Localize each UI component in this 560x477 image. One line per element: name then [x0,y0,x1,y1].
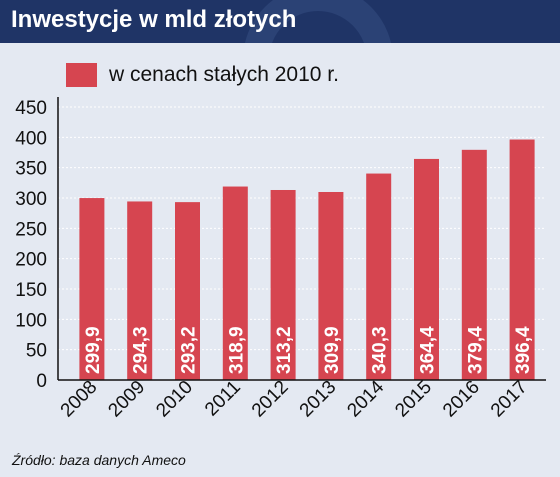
y-tick-label: 350 [15,159,47,180]
legend: w cenach stałych 2010 r. [66,62,339,88]
x-tick-label: 2008 [57,377,102,422]
x-tick-label: 2009 [104,377,149,422]
x-tick-label: 2016 [439,377,484,422]
bar-value-label: 364,4 [418,326,439,374]
x-tick-label: 2011 [201,377,245,421]
y-tick-label: 0 [36,371,47,392]
x-tick-label: 2013 [296,377,341,422]
y-tick-label: 400 [15,128,47,149]
x-tick-label: 2012 [248,377,293,422]
y-tick-label: 100 [15,310,47,331]
y-tick-label: 250 [15,219,47,240]
bar-value-label: 313,2 [274,326,295,374]
bars: 299,9 294,3 293,2 318,9 313,2 309,9 340,3 364,4… [79,139,535,380]
bar [79,198,105,380]
bar [175,202,200,380]
bar [222,186,248,380]
bar-value-label: 293,2 [179,326,200,374]
legend-label: w cenach stałych 2010 r. [109,63,339,86]
bar [509,139,535,380]
bar [414,158,439,380]
legend-swatch [66,63,97,87]
y-tick-label: 450 [15,98,47,119]
bar-value-label: 299,9 [83,326,104,374]
bar [461,149,487,380]
bar [366,173,392,380]
x-tick-label: 2014 [343,376,388,421]
y-tick-label: 50 [26,341,47,362]
title-bar: Inwestycje w mld złotych [0,0,560,43]
bar [270,189,296,380]
x-tick-label: 2015 [391,377,436,422]
bar-value-label: 396,4 [513,326,534,374]
bar-value-label: 340,3 [370,326,391,374]
x-tick-label: 2010 [152,377,197,422]
bar-value-label: 318,9 [226,326,247,374]
x-tick-label: 2017 [487,377,532,422]
y-tick-label: 150 [15,280,47,301]
y-tick-label: 300 [15,189,47,210]
bar-value-label: 294,3 [131,326,152,374]
bar [127,201,153,380]
bar [318,191,344,380]
bar-value-label: 379,4 [465,326,486,374]
source-note: Źródło: baza danych Ameco [12,452,186,468]
y-tick-label: 200 [15,250,47,271]
chart-title: Inwestycje w mld złotych [11,6,297,33]
bar-value-label: 309,9 [322,326,343,374]
